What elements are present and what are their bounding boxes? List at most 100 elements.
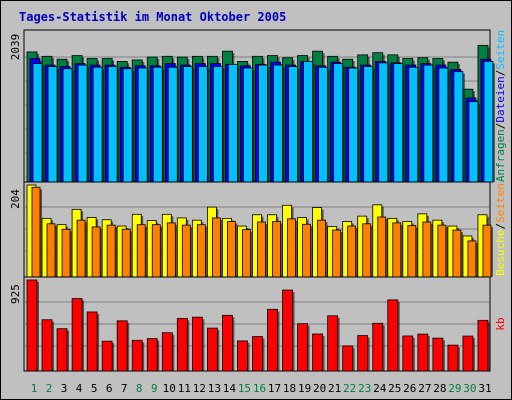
bar-kb-13 [206, 327, 218, 372]
bar-kb-9 [146, 338, 158, 372]
bar-seiten-21 [332, 229, 342, 278]
legend-part: Besuche [494, 230, 507, 276]
legend-part: / [494, 123, 507, 130]
day-label-9: 9 [151, 382, 158, 395]
day-label-23: 23 [358, 382, 371, 395]
bar-seiten-9 [151, 224, 161, 278]
y-axis-max-label: 925 [9, 284, 22, 304]
bar-kb-14 [222, 314, 233, 372]
legend-part: Anfragen [494, 129, 507, 182]
bar-seiten-18 [287, 218, 296, 278]
bar-seiten-21 [333, 63, 344, 183]
day-label-3: 3 [61, 382, 68, 395]
bar-seiten-22 [347, 225, 357, 278]
bar-kb-25 [387, 299, 399, 372]
bar-seiten-24 [378, 62, 389, 183]
bar-kb-28 [432, 337, 444, 372]
bar-seiten-15 [242, 229, 251, 278]
bar-seiten-10 [167, 66, 178, 183]
bar-seiten-14 [227, 221, 236, 278]
bar-seiten-13 [211, 217, 221, 278]
bar-seiten-31 [483, 61, 494, 183]
bar-kb-30 [462, 335, 474, 372]
bar-seiten-17 [272, 221, 281, 278]
bar-seiten-1 [31, 186, 41, 278]
bar-seiten-30 [468, 101, 479, 183]
bar-seiten-1 [32, 63, 43, 183]
bar-seiten-27 [422, 221, 432, 278]
day-label-24: 24 [373, 382, 387, 395]
bar-kb-22 [342, 345, 354, 372]
bar-seiten-19 [302, 223, 311, 278]
day-label-6: 6 [106, 382, 113, 395]
bar-kb-6 [101, 340, 113, 372]
legend-part: Seiten [494, 183, 507, 223]
bar-seiten-12 [197, 66, 208, 183]
bar-kb-1 [26, 279, 38, 372]
bar-seiten-19 [303, 61, 313, 183]
bar-seiten-3 [61, 228, 71, 278]
bar-seiten-28 [438, 67, 449, 183]
bar-seiten-11 [181, 224, 191, 278]
bar-kb-10 [161, 332, 173, 372]
bar-seiten-27 [423, 64, 434, 183]
bar-kb-8 [131, 339, 143, 372]
bar-seiten-25 [392, 222, 402, 278]
bar-seiten-15 [243, 67, 253, 183]
bar-seiten-6 [107, 66, 118, 183]
bar-kb-20 [312, 333, 324, 372]
bar-seiten-24 [377, 216, 387, 278]
day-label-14: 14 [223, 382, 237, 395]
bar-kb-24 [372, 322, 384, 372]
day-label-16: 16 [253, 382, 266, 395]
bar-kb-29 [447, 344, 459, 372]
legend-part: / [494, 70, 507, 77]
bar-seiten-3 [62, 68, 73, 183]
y-axis-max-label: 2039 [9, 34, 22, 61]
bar-seiten-31 [482, 224, 492, 278]
legend-part: / [494, 223, 507, 230]
bar-seiten-26 [408, 66, 419, 183]
bar-seiten-2 [47, 66, 58, 183]
day-label-13: 13 [208, 382, 221, 395]
bar-seiten-5 [92, 66, 103, 183]
bar-seiten-5 [91, 226, 101, 278]
day-label-5: 5 [91, 382, 98, 395]
bar-kb-7 [116, 320, 128, 372]
bar-seiten-23 [362, 223, 372, 278]
bar-seiten-12 [196, 224, 206, 278]
day-label-15: 15 [238, 382, 251, 395]
bar-seiten-7 [121, 228, 131, 278]
bar-seiten-30 [467, 240, 477, 278]
right-legend-label: kb [494, 317, 507, 330]
bar-kb-23 [357, 335, 369, 372]
day-label-18: 18 [283, 382, 296, 395]
day-label-7: 7 [121, 382, 128, 395]
bar-seiten-4 [77, 64, 88, 183]
bar-kb-31 [477, 319, 489, 372]
bar-seiten-23 [363, 66, 374, 183]
bar-seiten-8 [137, 67, 148, 183]
day-label-20: 20 [313, 382, 326, 395]
legend-part: kb [494, 317, 507, 330]
day-label-31: 31 [478, 382, 491, 395]
day-label-4: 4 [76, 382, 83, 395]
bar-seiten-9 [152, 66, 163, 183]
day-label-22: 22 [343, 382, 356, 395]
bar-seiten-28 [437, 224, 447, 278]
bar-kb-2 [41, 319, 53, 372]
right-legend-label: Anfragen/Dateien/Seiten [494, 30, 507, 182]
bar-seiten-11 [182, 66, 193, 183]
legend-part: Dateien [494, 76, 507, 122]
day-label-10: 10 [163, 382, 176, 395]
bar-seiten-17 [273, 64, 283, 183]
bar-seiten-18 [288, 66, 298, 183]
bar-kb-27 [417, 333, 429, 372]
bar-kb-18 [282, 289, 293, 372]
bar-kb-26 [402, 335, 414, 372]
day-label-27: 27 [418, 382, 431, 395]
bar-seiten-7 [122, 68, 133, 183]
bar-seiten-2 [46, 223, 56, 278]
bar-seiten-8 [136, 224, 146, 278]
bar-seiten-14 [228, 63, 238, 183]
